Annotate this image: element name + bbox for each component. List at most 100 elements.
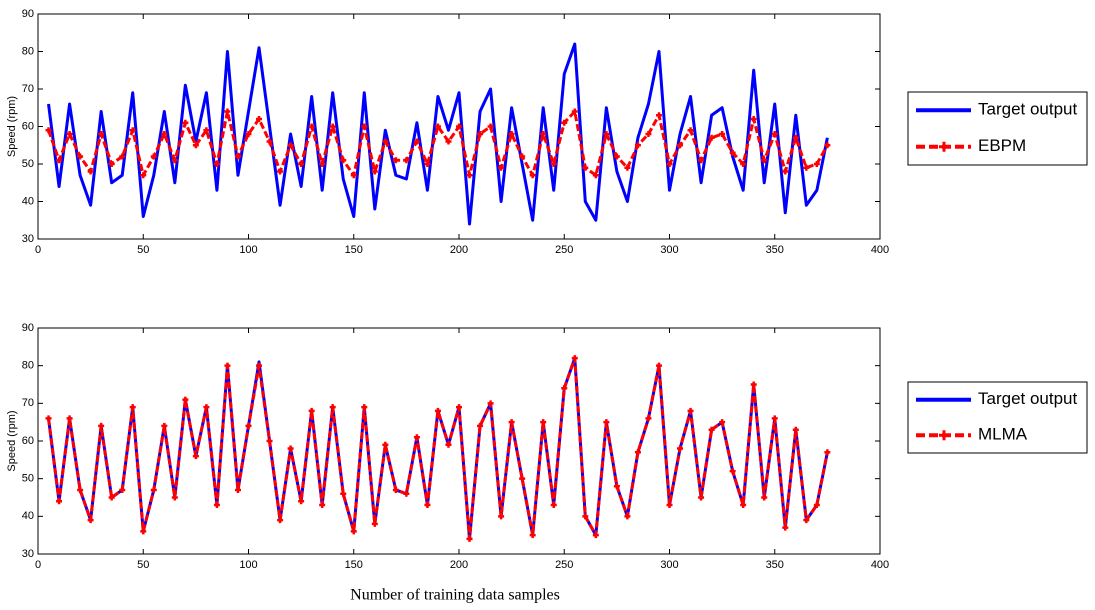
y-axis-label: Speed (rpm) [6, 410, 18, 471]
marker [234, 153, 241, 160]
marker [561, 119, 568, 126]
marker [571, 108, 578, 115]
marker [45, 127, 52, 134]
marker [108, 161, 115, 167]
legend-label: Target output [978, 389, 1078, 408]
marker [698, 157, 705, 164]
marker [634, 142, 641, 149]
y-axis-label: Speed (rpm) [6, 96, 18, 157]
marker [287, 445, 294, 452]
marker [182, 396, 189, 403]
marker [603, 131, 610, 137]
x-tick-label: 350 [766, 244, 784, 256]
marker [487, 123, 494, 130]
marker [392, 486, 399, 493]
marker [350, 528, 357, 535]
marker [98, 422, 105, 429]
y-tick-label: 80 [22, 360, 34, 372]
x-tick-label: 50 [137, 559, 149, 571]
y-tick-label: 90 [22, 8, 34, 20]
marker [319, 161, 326, 167]
marker [782, 168, 789, 175]
marker [77, 486, 84, 493]
marker [87, 517, 94, 524]
marker [750, 116, 757, 122]
marker [361, 404, 368, 411]
y-tick-label: 50 [22, 473, 34, 485]
marker [329, 404, 336, 411]
marker [456, 404, 462, 411]
marker [677, 142, 684, 149]
marker [771, 415, 778, 422]
marker [150, 153, 157, 160]
marker [719, 131, 726, 137]
marker [171, 157, 178, 164]
marker [540, 419, 547, 426]
marker [245, 131, 252, 137]
marker [77, 153, 84, 160]
marker [203, 127, 210, 134]
marker [655, 112, 662, 119]
marker [645, 415, 652, 422]
marker [392, 157, 399, 164]
marker [140, 528, 147, 535]
plot-area [37, 327, 881, 555]
marker [66, 415, 73, 422]
marker [519, 475, 526, 482]
legend-box [907, 381, 1088, 454]
marker [203, 404, 210, 411]
y-tick-label: 30 [22, 233, 34, 245]
marker [266, 138, 273, 145]
marker [666, 502, 673, 509]
marker [824, 449, 831, 456]
y-tick-label: 70 [22, 83, 34, 95]
marker [66, 131, 73, 137]
marker [413, 138, 420, 145]
marker [161, 422, 168, 429]
y-tick-label: 80 [22, 45, 34, 57]
marker [761, 157, 768, 164]
x-axis-label: Number of training data samples [350, 587, 560, 604]
marker [477, 131, 484, 137]
marker [277, 168, 284, 175]
marker [782, 524, 789, 531]
marker [329, 123, 336, 130]
marker [603, 419, 610, 426]
marker [403, 157, 410, 164]
marker [424, 502, 431, 509]
marker [792, 426, 799, 433]
marker [119, 486, 126, 493]
legend-box [907, 91, 1088, 166]
marker [613, 153, 620, 160]
x-tick-label: 200 [450, 244, 468, 256]
marker [813, 161, 820, 167]
marker [213, 161, 220, 167]
x-tick-label: 200 [450, 559, 468, 571]
marker [277, 517, 284, 524]
marker [308, 123, 315, 130]
x-tick-label: 150 [345, 559, 363, 571]
marker [698, 494, 705, 501]
marker [340, 490, 347, 497]
marker [119, 153, 126, 160]
x-tick-label: 350 [766, 559, 784, 571]
marker [677, 445, 684, 452]
y-tick-label: 50 [22, 158, 34, 170]
marker [645, 131, 652, 137]
marker [192, 142, 199, 149]
y-tick-label: 30 [22, 548, 34, 560]
marker [108, 494, 115, 501]
marker [466, 172, 473, 179]
marker [56, 157, 63, 164]
marker [382, 441, 389, 448]
marker [740, 502, 747, 509]
marker [613, 483, 620, 490]
marker [466, 535, 473, 542]
marker [298, 161, 305, 167]
marker [371, 520, 378, 527]
marker [592, 172, 599, 179]
marker [456, 123, 462, 130]
x-tick-label: 150 [345, 244, 363, 256]
